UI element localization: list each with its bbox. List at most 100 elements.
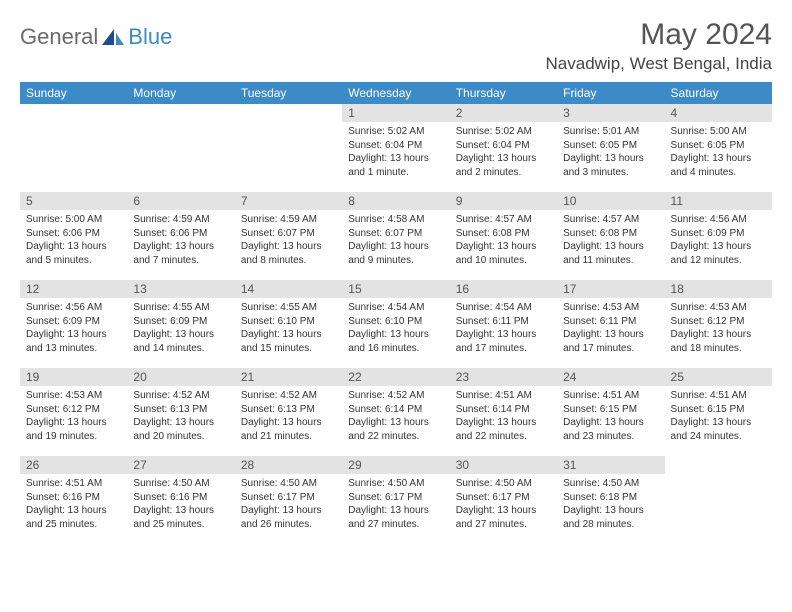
- day-number: 14: [235, 280, 342, 298]
- sunset-text: Sunset: 6:05 PM: [563, 139, 658, 153]
- sunrise-text: Sunrise: 5:02 AM: [348, 125, 443, 139]
- day-number: 31: [557, 456, 664, 474]
- calendar-day-cell: 30Sunrise: 4:50 AMSunset: 6:17 PMDayligh…: [450, 456, 557, 544]
- day-number: 1: [342, 104, 449, 122]
- calendar-day-cell: 23Sunrise: 4:51 AMSunset: 6:14 PMDayligh…: [450, 368, 557, 456]
- daylight-text: Daylight: 13 hours and 7 minutes.: [133, 240, 228, 267]
- day-details: Sunrise: 4:51 AMSunset: 6:16 PMDaylight:…: [20, 474, 127, 537]
- daylight-text: Daylight: 13 hours and 2 minutes.: [456, 152, 551, 179]
- day-details: Sunrise: 4:59 AMSunset: 6:06 PMDaylight:…: [127, 210, 234, 273]
- calendar-day-cell: 5Sunrise: 5:00 AMSunset: 6:06 PMDaylight…: [20, 192, 127, 280]
- daylight-text: Daylight: 13 hours and 19 minutes.: [26, 416, 121, 443]
- day-details: Sunrise: 4:50 AMSunset: 6:18 PMDaylight:…: [557, 474, 664, 537]
- daylight-text: Daylight: 13 hours and 4 minutes.: [671, 152, 766, 179]
- sunrise-text: Sunrise: 5:00 AM: [26, 213, 121, 227]
- sunset-text: Sunset: 6:16 PM: [26, 491, 121, 505]
- calendar-day-cell: 7Sunrise: 4:59 AMSunset: 6:07 PMDaylight…: [235, 192, 342, 280]
- calendar-day-cell: 22Sunrise: 4:52 AMSunset: 6:14 PMDayligh…: [342, 368, 449, 456]
- day-number: 30: [450, 456, 557, 474]
- day-details: Sunrise: 5:02 AMSunset: 6:04 PMDaylight:…: [342, 122, 449, 185]
- day-details: Sunrise: 4:56 AMSunset: 6:09 PMDaylight:…: [20, 298, 127, 361]
- calendar-day-cell: 28 Sunrise: 4:50 AMSunset: 6:17 PMDayligh…: [235, 456, 342, 544]
- sunrise-text: Sunrise: 4:52 AM: [133, 389, 228, 403]
- day-details: Sunrise: 4:52 AMSunset: 6:13 PMDaylight:…: [235, 386, 342, 449]
- calendar-day-cell: 6Sunrise: 4:59 AMSunset: 6:06 PMDaylight…: [127, 192, 234, 280]
- sunrise-text: Sunrise: 4:52 AM: [241, 389, 336, 403]
- sunrise-text: Sunrise: 4:50 AM: [241, 477, 336, 491]
- day-number: 28: [235, 456, 342, 474]
- logo-text-blue: Blue: [128, 24, 172, 50]
- day-details: Sunrise: 5:02 AMSunset: 6:04 PMDaylight:…: [450, 122, 557, 185]
- sunrise-text: Sunrise: 4:53 AM: [671, 301, 766, 315]
- sunrise-text: Sunrise: 4:55 AM: [133, 301, 228, 315]
- day-number: 5: [20, 192, 127, 210]
- day-number: 21: [235, 368, 342, 386]
- sunset-text: Sunset: 6:17 PM: [241, 491, 336, 505]
- calendar-day-cell: 27Sunrise: 4:50 AMSunset: 6:16 PMDayligh…: [127, 456, 234, 544]
- calendar-day-cell: 14 Sunrise: 4:55 AMSunset: 6:10 PMDayligh…: [235, 280, 342, 368]
- calendar-day-cell: 17Sunrise: 4:53 AMSunset: 6:11 PMDayligh…: [557, 280, 664, 368]
- day-details: Sunrise: 4:50 AMSunset: 6:17 PMDaylight:…: [450, 474, 557, 537]
- sunset-text: Sunset: 6:04 PM: [348, 139, 443, 153]
- daylight-text: Daylight: 13 hours and 23 minutes.: [563, 416, 658, 443]
- daylight-text: Daylight: 13 hours and 27 minutes.: [348, 504, 443, 531]
- daylight-text: Daylight: 13 hours and 15 minutes.: [241, 328, 336, 355]
- sunrise-text: Sunrise: 4:55 AM: [241, 301, 336, 315]
- day-number: 4: [665, 104, 772, 122]
- day-number: 17: [557, 280, 664, 298]
- sunrise-text: Sunrise: 4:59 AM: [241, 213, 336, 227]
- day-details: Sunrise: 5:01 AMSunset: 6:05 PMDaylight:…: [557, 122, 664, 185]
- sunrise-text: Sunrise: 4:56 AM: [671, 213, 766, 227]
- sunset-text: Sunset: 6:17 PM: [348, 491, 443, 505]
- calendar-day-cell: 24Sunrise: 4:51 AMSunset: 6:15 PMDayligh…: [557, 368, 664, 456]
- daylight-text: Daylight: 13 hours and 5 minutes.: [26, 240, 121, 267]
- sunset-text: Sunset: 6:18 PM: [563, 491, 658, 505]
- title-block: May 2024 Navadwip, West Bengal, India: [546, 18, 772, 74]
- calendar-day-cell: 1Sunrise: 5:02 AMSunset: 6:04 PMDaylight…: [342, 104, 449, 192]
- sunrise-text: Sunrise: 4:57 AM: [456, 213, 551, 227]
- day-details: Sunrise: 4:55 AMSunset: 6:09 PMDaylight:…: [127, 298, 234, 361]
- sunset-text: Sunset: 6:06 PM: [133, 227, 228, 241]
- sunset-text: Sunset: 6:07 PM: [241, 227, 336, 241]
- sunset-text: Sunset: 6:09 PM: [26, 315, 121, 329]
- daylight-text: Daylight: 13 hours and 28 minutes.: [563, 504, 658, 531]
- daylight-text: Daylight: 13 hours and 22 minutes.: [456, 416, 551, 443]
- daylight-text: Daylight: 13 hours and 26 minutes.: [241, 504, 336, 531]
- day-number: 2: [450, 104, 557, 122]
- calendar-table: Sunday Monday Tuesday Wednesday Thursday…: [20, 82, 772, 544]
- logo: General Blue: [20, 24, 172, 50]
- day-details: Sunrise: 4:52 AMSunset: 6:14 PMDaylight:…: [342, 386, 449, 449]
- calendar-day-cell: 25Sunrise: 4:51 AMSunset: 6:15 PMDayligh…: [665, 368, 772, 456]
- sunset-text: Sunset: 6:17 PM: [456, 491, 551, 505]
- month-title: May 2024: [546, 18, 772, 52]
- calendar-day-cell: .: [235, 104, 342, 192]
- sunrise-text: Sunrise: 4:54 AM: [456, 301, 551, 315]
- daylight-text: Daylight: 13 hours and 27 minutes.: [456, 504, 551, 531]
- day-number: 10: [557, 192, 664, 210]
- day-details: Sunrise: 4:59 AMSunset: 6:07 PMDaylight:…: [235, 210, 342, 273]
- day-details: Sunrise: 4:51 AMSunset: 6:15 PMDaylight:…: [665, 386, 772, 449]
- daylight-text: Daylight: 13 hours and 20 minutes.: [133, 416, 228, 443]
- sunset-text: Sunset: 6:05 PM: [671, 139, 766, 153]
- day-number: 15: [342, 280, 449, 298]
- calendar-day-cell: .: [665, 456, 772, 544]
- day-details: Sunrise: 4:54 AMSunset: 6:10 PMDaylight:…: [342, 298, 449, 361]
- sunset-text: Sunset: 6:04 PM: [456, 139, 551, 153]
- day-number: 3: [557, 104, 664, 122]
- day-details: Sunrise: 4:50 AMSunset: 6:17 PMDaylight:…: [342, 474, 449, 537]
- sunrise-text: Sunrise: 4:51 AM: [563, 389, 658, 403]
- sunset-text: Sunset: 6:08 PM: [456, 227, 551, 241]
- calendar-day-cell: 12Sunrise: 4:56 AMSunset: 6:09 PMDayligh…: [20, 280, 127, 368]
- day-details: Sunrise: 4:57 AMSunset: 6:08 PMDaylight:…: [450, 210, 557, 273]
- calendar-week-row: 19Sunrise: 4:53 AMSunset: 6:12 PMDayligh…: [20, 368, 772, 456]
- calendar-week-row: 5Sunrise: 5:00 AMSunset: 6:06 PMDaylight…: [20, 192, 772, 280]
- day-details: Sunrise: 4:54 AMSunset: 6:11 PMDaylight:…: [450, 298, 557, 361]
- day-number: 20: [127, 368, 234, 386]
- daylight-text: Daylight: 13 hours and 22 minutes.: [348, 416, 443, 443]
- sunset-text: Sunset: 6:10 PM: [241, 315, 336, 329]
- logo-sail-icon: [100, 27, 126, 47]
- weekday-saturday: Saturday: [665, 82, 772, 104]
- day-details: Sunrise: 4:51 AMSunset: 6:14 PMDaylight:…: [450, 386, 557, 449]
- sunset-text: Sunset: 6:16 PM: [133, 491, 228, 505]
- sunrise-text: Sunrise: 4:50 AM: [456, 477, 551, 491]
